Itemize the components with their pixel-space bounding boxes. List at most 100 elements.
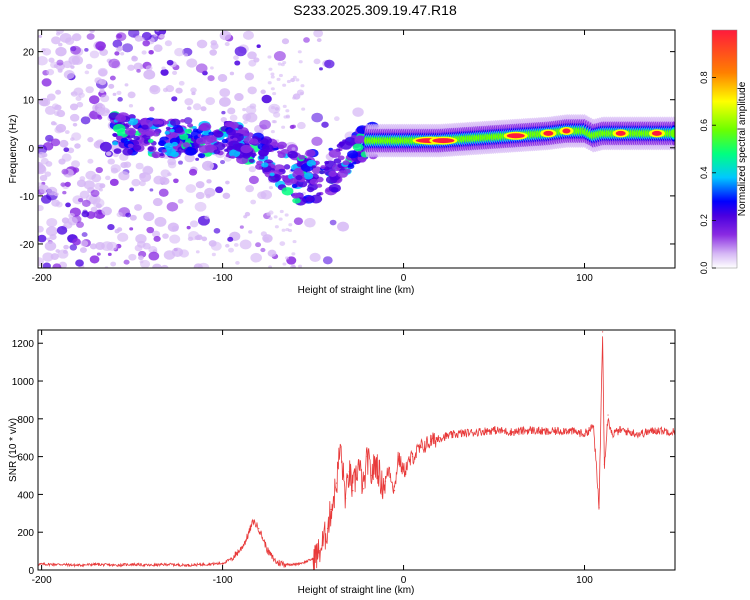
spectrogram-noise-blob	[38, 34, 43, 38]
snr-data-point	[448, 435, 450, 437]
spectrogram-marks	[38, 30, 675, 268]
spectrogram-noise-blob	[210, 42, 219, 50]
spectrogram-noise-blob	[189, 220, 199, 228]
spectrogram-noise-blob	[195, 157, 200, 161]
snr-data-point	[583, 433, 586, 435]
spectrogram-noise-blob	[267, 249, 277, 257]
spectrogram-noise-blob	[124, 83, 129, 87]
spectrogram-noise-blob	[44, 241, 57, 251]
spectrogram-noise-blob	[311, 136, 323, 146]
spectrogram-noise-blob	[319, 67, 323, 71]
spectrogram-noise-blob	[164, 40, 173, 47]
spectrogram-noise-blob	[178, 80, 185, 86]
spectrogram-energy-blob	[295, 174, 303, 181]
spectrogram-energy-blob	[347, 150, 359, 159]
spectrogram-energy-blob	[232, 137, 238, 142]
spectrogram-noise-blob	[201, 160, 214, 171]
spectrogram-noise-blob	[89, 50, 100, 59]
spectrogram-noise-blob	[204, 215, 210, 220]
spectrogram-energy-blob	[165, 126, 171, 130]
spectrogram-y-axis-label: Frequency (Hz)	[8, 115, 19, 184]
snr-data-point	[345, 497, 347, 499]
spectrogram-noise-blob	[99, 88, 105, 94]
colorbar-label: Normalized spectral amplitude	[737, 81, 748, 216]
snr-data-point	[294, 563, 296, 565]
spectrogram-noise-blob	[285, 109, 290, 113]
spectrogram-noise-blob	[154, 216, 167, 227]
spectrogram-noise-blob	[292, 96, 297, 100]
spectrogram-noise-blob	[257, 191, 267, 200]
spectrogram-noise-blob	[288, 223, 293, 227]
spectrogram-noise-blob	[195, 63, 208, 74]
spectrogram-energy-blob	[291, 183, 298, 189]
spectrogram-noise-blob	[81, 232, 88, 238]
spectrogram-noise-blob	[272, 91, 277, 96]
y-tick-label: 1000	[12, 377, 35, 388]
spectrogram-noise-blob	[116, 90, 122, 95]
spectrogram-energy-blob	[132, 144, 142, 151]
spectrogram-noise-blob	[41, 152, 48, 158]
spectrogram-core	[562, 128, 571, 134]
spectrogram-noise-blob	[39, 174, 48, 182]
snr-data-point	[321, 544, 323, 547]
spectrogram-noise-blob	[250, 252, 262, 263]
spectrogram-energy-blob	[226, 128, 236, 136]
spectrogram-noise-blob	[38, 182, 44, 191]
snr-data-point	[397, 456, 399, 458]
spectrogram-noise-blob	[268, 210, 274, 215]
spectrogram-noise-blob	[281, 125, 286, 129]
snr-data-point	[357, 463, 359, 465]
y-tick-label: 400	[17, 490, 34, 501]
snr-data-point	[59, 563, 61, 565]
spectrogram-core	[543, 130, 554, 136]
spectrogram-energy-blob	[187, 123, 194, 128]
spectrogram-noise-blob	[148, 251, 160, 261]
spectrogram-noise-blob	[279, 241, 286, 246]
spectrogram-energy-blob	[319, 170, 325, 175]
spectrogram-noise-blob	[186, 106, 192, 111]
spectrogram-energy-blob	[277, 152, 286, 159]
spectrogram-noise-blob	[105, 175, 111, 181]
spectrogram-noise-blob	[117, 46, 123, 51]
spectrogram-noise-blob	[160, 68, 169, 76]
spectrogram-energy-blob	[172, 132, 178, 136]
spectrogram-noise-blob	[46, 237, 51, 241]
spectrogram-noise-blob	[190, 87, 197, 93]
spectrogram-noise-blob	[200, 106, 207, 112]
spectrogram-noise-blob	[114, 229, 120, 234]
snr-data-point	[638, 433, 640, 435]
spectrogram-energy-blob	[228, 140, 240, 149]
snr-data-point	[511, 431, 513, 433]
spectrogram-noise-blob	[69, 103, 79, 111]
spectrogram-noise-blob	[72, 122, 78, 127]
spectrogram-noise-blob	[243, 120, 248, 125]
spectrogram-noise-blob	[291, 252, 296, 256]
snr-data-point	[113, 564, 115, 566]
snr-data-point	[381, 484, 383, 486]
spectrogram-noise-blob	[263, 236, 270, 242]
spectrogram-noise-blob	[120, 52, 125, 56]
spectrogram-noise-blob	[248, 166, 257, 173]
spectrogram-energy-blob	[127, 118, 139, 126]
spectrogram-noise-blob	[242, 30, 254, 40]
spectrogram-noise-blob	[183, 53, 189, 57]
spectrogram-noise-blob	[278, 217, 283, 221]
spectrogram-noise-blob	[188, 168, 198, 176]
spectrogram-noise-blob	[239, 239, 252, 250]
x-tick-label: 0	[401, 575, 407, 586]
snr-data-point	[603, 463, 606, 465]
snr-marks	[38, 331, 675, 570]
spectrogram-noise-blob	[148, 49, 154, 55]
snr-data-point	[375, 461, 378, 463]
spectrogram-noise-blob	[167, 172, 172, 177]
spectrogram-noise-blob	[261, 94, 272, 104]
spectrogram-energy-blob	[164, 120, 170, 125]
spectrogram-energy-blob	[112, 141, 119, 146]
spectrogram-noise-blob	[70, 92, 75, 96]
spectrogram-noise-blob	[286, 79, 291, 84]
spectrogram-band-segment	[670, 129, 675, 138]
y-tick-label: 200	[17, 528, 34, 539]
spectrogram-noise-blob	[70, 137, 75, 141]
spectrogram-noise-blob	[97, 45, 105, 52]
snr-data-point	[131, 563, 133, 565]
